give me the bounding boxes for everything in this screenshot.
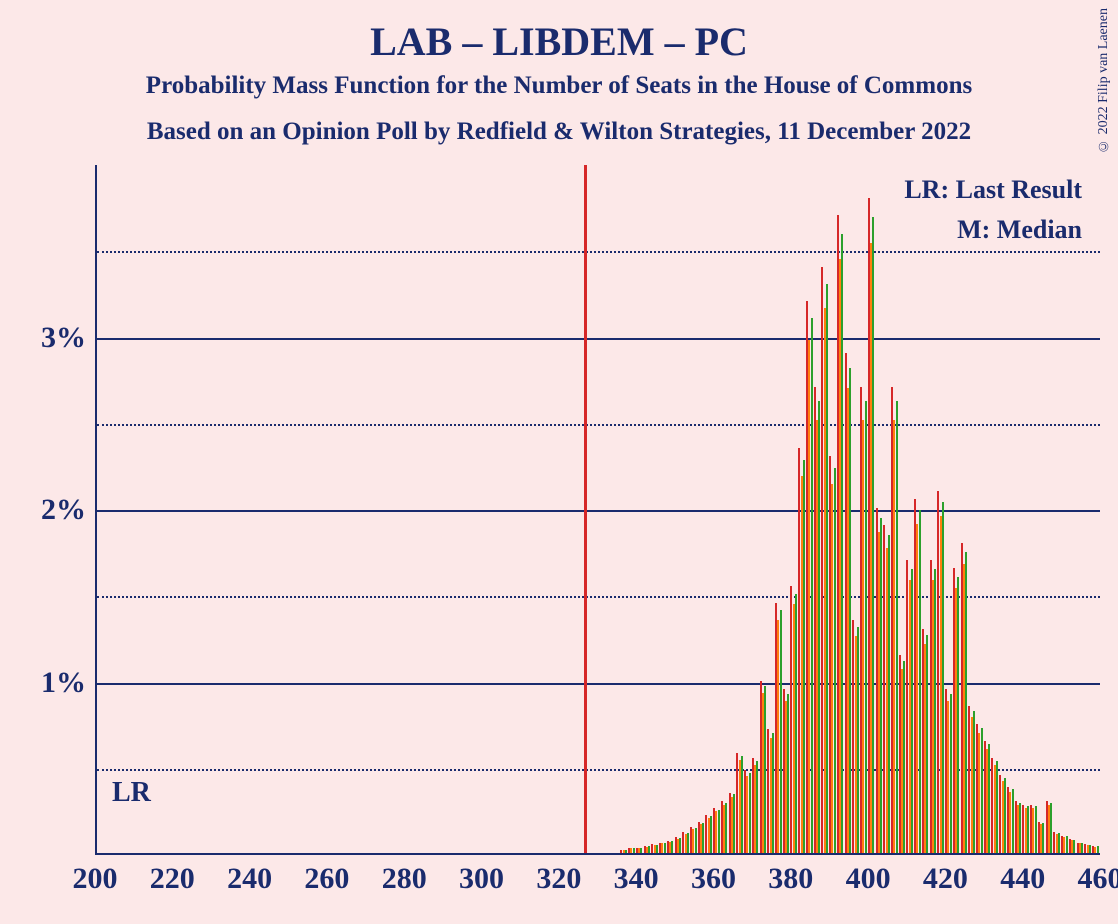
histogram-bar: [1050, 803, 1052, 853]
histogram-bar: [903, 661, 905, 853]
x-tick-label: 220: [150, 862, 195, 896]
histogram-bar: [795, 594, 797, 853]
histogram-bar: [648, 846, 650, 853]
histogram-bar: [718, 810, 720, 854]
x-tick-label: 280: [382, 862, 427, 896]
histogram-bar: [942, 502, 944, 853]
histogram-bar: [981, 728, 983, 853]
histogram-bar: [664, 843, 666, 853]
gridline-minor: [97, 251, 1100, 253]
plot-area: LR LR: Last Result M: Median: [95, 165, 1100, 855]
histogram-bar: [656, 845, 658, 853]
histogram-bar: [1042, 823, 1044, 853]
x-tick-label: 240: [227, 862, 272, 896]
histogram-bar: [1035, 806, 1037, 853]
histogram-bar: [1012, 789, 1014, 853]
x-tick-label: 380: [768, 862, 813, 896]
histogram-bar: [965, 552, 967, 853]
x-tick-label: 200: [73, 862, 118, 896]
histogram-bar: [911, 569, 913, 853]
histogram-bar: [1066, 836, 1068, 853]
x-tick-label: 340: [614, 862, 659, 896]
histogram-bar: [857, 627, 859, 853]
histogram-bar: [671, 841, 673, 853]
gridline-major: [97, 338, 1100, 340]
histogram-bar: [733, 794, 735, 853]
histogram-bar: [1089, 845, 1091, 853]
gridline-minor: [97, 596, 1100, 598]
histogram-bar: [926, 635, 928, 853]
histogram-bar: [950, 694, 952, 853]
histogram-bar: [826, 284, 828, 853]
histogram-bar: [996, 761, 998, 853]
histogram-bar: [633, 848, 635, 853]
legend-item: M: Median: [957, 215, 1082, 245]
y-tick-label: 2%: [41, 493, 86, 527]
x-tick-label: 260: [304, 862, 349, 896]
histogram-bar: [749, 773, 751, 853]
gridline-major: [97, 683, 1100, 685]
histogram-bar: [988, 744, 990, 853]
histogram-bar: [1097, 846, 1099, 853]
y-tick-label: 1%: [41, 666, 86, 700]
y-tick-label: 3%: [41, 321, 86, 355]
histogram-bar: [811, 318, 813, 853]
chart-subtitle-2: Based on an Opinion Poll by Redfield & W…: [0, 118, 1118, 146]
x-tick-label: 300: [459, 862, 504, 896]
histogram-bar: [818, 401, 820, 853]
histogram-bar: [1081, 843, 1083, 853]
last-result-label: LR: [112, 777, 151, 809]
histogram-bar: [1027, 806, 1029, 853]
x-tick-label: 320: [536, 862, 581, 896]
histogram-bar: [780, 610, 782, 853]
histogram-bar: [1019, 803, 1021, 853]
histogram-bar: [834, 468, 836, 853]
histogram-bar: [849, 368, 851, 853]
histogram-bar: [841, 234, 843, 853]
histogram-bar: [787, 694, 789, 853]
gridline-major: [97, 510, 1100, 512]
x-tick-label: 460: [1078, 862, 1118, 896]
histogram-bar: [1058, 833, 1060, 853]
legend-item: LR: Last Result: [904, 175, 1082, 205]
x-tick-label: 360: [691, 862, 736, 896]
chart-title: LAB – LIBDEM – PC: [0, 18, 1118, 65]
histogram-bar: [1073, 840, 1075, 853]
x-tick-label: 400: [846, 862, 891, 896]
histogram-bar: [973, 711, 975, 853]
histogram-bar: [1004, 778, 1006, 853]
histogram-bar: [741, 756, 743, 853]
copyright-text: © 2022 Filip van Laenen: [1096, 8, 1112, 153]
histogram-bar: [888, 535, 890, 853]
x-tick-label: 440: [1000, 862, 1045, 896]
last-result-line: [584, 165, 587, 853]
histogram-bar: [934, 569, 936, 853]
histogram-bar: [772, 733, 774, 853]
histogram-bar: [764, 686, 766, 853]
gridline-minor: [97, 424, 1100, 426]
histogram-bar: [756, 761, 758, 853]
histogram-bar: [679, 838, 681, 853]
histogram-bar: [803, 460, 805, 853]
chart-subtitle-1: Probability Mass Function for the Number…: [0, 72, 1118, 100]
histogram-bar: [919, 510, 921, 853]
x-tick-label: 420: [923, 862, 968, 896]
histogram-bar: [710, 816, 712, 853]
histogram-bar: [702, 823, 704, 853]
histogram-bar: [957, 577, 959, 853]
histogram-bar: [872, 217, 874, 853]
histogram-bar: [865, 401, 867, 853]
histogram-bar: [896, 401, 898, 853]
histogram-bar: [725, 803, 727, 853]
histogram-bar: [625, 850, 627, 853]
histogram-bar: [640, 848, 642, 853]
histogram-bar: [695, 828, 697, 853]
histogram-bar: [880, 518, 882, 853]
chart-container: LR LR: Last Result M: Median: [95, 165, 1100, 855]
histogram-bar: [687, 833, 689, 853]
